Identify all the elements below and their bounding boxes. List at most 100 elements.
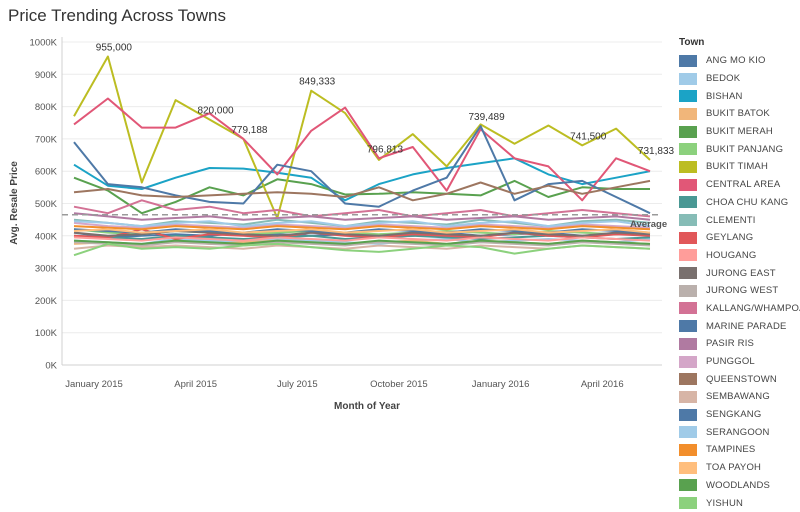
legend-label: JURONG EAST bbox=[706, 267, 776, 279]
legend-label: YISHUN bbox=[706, 497, 744, 509]
legend-swatch bbox=[679, 337, 697, 350]
legend-swatch bbox=[679, 196, 697, 209]
series-line bbox=[73, 236, 651, 242]
y-tick-label: 1000K bbox=[30, 38, 58, 49]
legend-item[interactable]: KALLANG/WHAMPOA bbox=[674, 300, 800, 318]
legend-item[interactable]: JURONG WEST bbox=[674, 282, 798, 300]
series-line bbox=[73, 212, 651, 221]
legend-item[interactable]: BUKIT BATOK bbox=[674, 105, 798, 123]
legend-item[interactable]: SENGKANG bbox=[674, 406, 798, 424]
x-axis: January 2015 April 2015 July 2015 October 2… bbox=[65, 379, 623, 390]
y-tick-label: 500K bbox=[35, 199, 58, 210]
legend-label: CHOA CHU KANG bbox=[706, 196, 789, 208]
y-tick-label: 700K bbox=[35, 134, 58, 145]
legend-label: GEYLANG bbox=[706, 232, 754, 244]
legend-swatch bbox=[679, 479, 697, 492]
legend-swatch bbox=[679, 107, 697, 120]
y-tick-label: 800K bbox=[35, 102, 58, 113]
series-line bbox=[73, 242, 651, 257]
legend-item[interactable]: SERANGOON bbox=[674, 423, 798, 441]
y-tick-label: 900K bbox=[35, 70, 58, 81]
series-line bbox=[73, 199, 651, 218]
legend-swatch bbox=[679, 72, 697, 85]
legend-item[interactable]: TOA PAYOH bbox=[674, 459, 798, 477]
average-label: Average bbox=[630, 219, 667, 230]
legend-swatch bbox=[679, 443, 697, 456]
legend-item[interactable]: ANG MO KIO bbox=[674, 52, 798, 70]
legend-swatch bbox=[679, 390, 697, 403]
y-tick-label: 300K bbox=[35, 264, 58, 275]
legend-swatch bbox=[679, 426, 697, 439]
series-line bbox=[73, 179, 651, 202]
legend-item[interactable]: SEMBAWANG bbox=[674, 388, 798, 406]
legend-item[interactable]: JURONG EAST bbox=[674, 264, 798, 282]
legend-swatch bbox=[679, 355, 697, 368]
legend-item[interactable]: BUKIT TIMAH bbox=[674, 158, 798, 176]
legend-item[interactable]: BUKIT PANJANG bbox=[674, 140, 798, 158]
x-tick-label: October 2015 bbox=[370, 379, 428, 390]
legend-item[interactable]: QUEENSTOWN bbox=[674, 370, 798, 388]
x-tick-label: January 2016 bbox=[472, 379, 530, 390]
y-tick-label: 600K bbox=[35, 167, 58, 178]
legend-swatch bbox=[679, 125, 697, 138]
x-tick-label: April 2015 bbox=[174, 379, 217, 390]
average-reference: Average bbox=[62, 214, 667, 230]
legend-item[interactable]: CLEMENTI bbox=[674, 211, 798, 229]
legend-label: PASIR RIS bbox=[706, 338, 755, 350]
series-line bbox=[73, 239, 651, 245]
legend-item[interactable]: YISHUN bbox=[674, 494, 798, 512]
legend-swatch bbox=[679, 267, 697, 280]
legend-swatch bbox=[679, 284, 697, 297]
legend-label: BUKIT TIMAH bbox=[706, 161, 769, 173]
legend-label: BUKIT MERAH bbox=[706, 126, 773, 138]
legend-items: ANG MO KIO BEDOK BISHAN BUKIT BATOK BUKIT ME… bbox=[674, 52, 800, 512]
series-line bbox=[73, 225, 651, 231]
legend-swatch bbox=[679, 214, 697, 227]
chart-title: Price Trending Across Towns bbox=[8, 6, 226, 25]
legend-label: JURONG WEST bbox=[706, 285, 779, 297]
legend-item[interactable]: GEYLANG bbox=[674, 229, 798, 247]
legend-label: CENTRAL AREA bbox=[706, 179, 781, 191]
legend-swatch bbox=[679, 54, 697, 67]
data-label: 955,000 bbox=[96, 43, 133, 54]
legend-item[interactable]: BUKIT MERAH bbox=[674, 123, 798, 141]
legend-item[interactable]: PUNGGOL bbox=[674, 353, 798, 371]
legend-swatch bbox=[679, 231, 697, 244]
legend-item[interactable]: CHOA CHU KANG bbox=[674, 194, 798, 212]
x-tick-label: January 2015 bbox=[65, 379, 123, 390]
legend-label: BUKIT PANJANG bbox=[706, 143, 784, 155]
legend-label: BISHAN bbox=[706, 90, 743, 102]
legend-swatch bbox=[679, 302, 697, 315]
series-line bbox=[73, 228, 651, 234]
y-tick-label: 200K bbox=[35, 296, 58, 307]
y-tick-label: 100K bbox=[35, 328, 58, 339]
legend-item[interactable]: MARINE PARADE bbox=[674, 317, 798, 335]
legend-swatch bbox=[679, 373, 697, 386]
legend-item[interactable]: PASIR RIS bbox=[674, 335, 798, 353]
legend-label: TOA PAYOH bbox=[706, 462, 762, 474]
series-line bbox=[73, 97, 651, 202]
legend: Town ANG MO KIO BEDOK BISHAN BUKIT BATOK BUK… bbox=[674, 37, 800, 512]
legend-item[interactable]: BISHAN bbox=[674, 87, 798, 105]
legend-item[interactable]: WOODLANDS bbox=[674, 477, 798, 495]
data-label: 779,188 bbox=[231, 125, 268, 136]
legend-title: Town bbox=[679, 37, 705, 48]
series-line bbox=[73, 221, 651, 229]
y-tick-label: 400K bbox=[35, 231, 58, 242]
data-labels: 955,000 820,000 779,188 849,333 796,813 739,4… bbox=[96, 43, 675, 157]
legend-item[interactable]: CENTRAL AREA bbox=[674, 176, 798, 194]
legend-label: ANG MO KIO bbox=[706, 55, 766, 67]
x-axis-title: Month of Year bbox=[334, 401, 400, 412]
legend-label: WOODLANDS bbox=[706, 479, 771, 491]
legend-item[interactable]: HOUGANG bbox=[674, 247, 798, 265]
y-axis-title: Avg. Resale Price bbox=[9, 161, 20, 245]
series-line bbox=[73, 55, 651, 219]
data-label: 820,000 bbox=[197, 106, 234, 117]
x-tick-label: April 2016 bbox=[581, 379, 624, 390]
legend-label: QUEENSTOWN bbox=[706, 373, 777, 385]
series-line bbox=[73, 220, 651, 228]
data-label: 849,333 bbox=[299, 77, 336, 88]
legend-swatch bbox=[679, 320, 697, 333]
legend-item[interactable]: BEDOK bbox=[674, 70, 798, 88]
legend-item[interactable]: TAMPINES bbox=[674, 441, 798, 459]
